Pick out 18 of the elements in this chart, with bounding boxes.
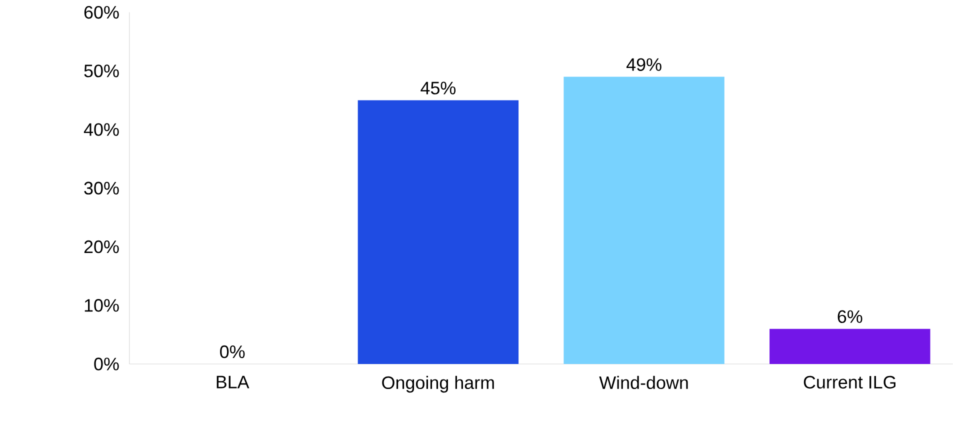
bar [564,76,724,364]
y-tick-label: 40% [84,123,119,136]
data-label: 0% [220,345,245,358]
y-tick-label: 0% [94,357,119,370]
data-label: 49% [626,58,662,71]
x-tick-label: Ongoing harm [382,376,494,392]
y-tick-label: 60% [84,6,119,19]
y-tick-label: 10% [84,298,119,312]
bar [358,100,519,364]
bar [770,328,930,364]
data-label: 6% [838,310,862,323]
y-tick-label: 50% [84,64,119,78]
x-tick-label: Wind-down [599,376,688,389]
x-tick-label: BLA [216,376,250,388]
data-label: 45% [420,82,456,94]
y-tick-label: 20% [84,240,119,253]
x-tick-label: Current ILG [804,376,896,388]
y-tick-label: 30% [84,182,119,194]
